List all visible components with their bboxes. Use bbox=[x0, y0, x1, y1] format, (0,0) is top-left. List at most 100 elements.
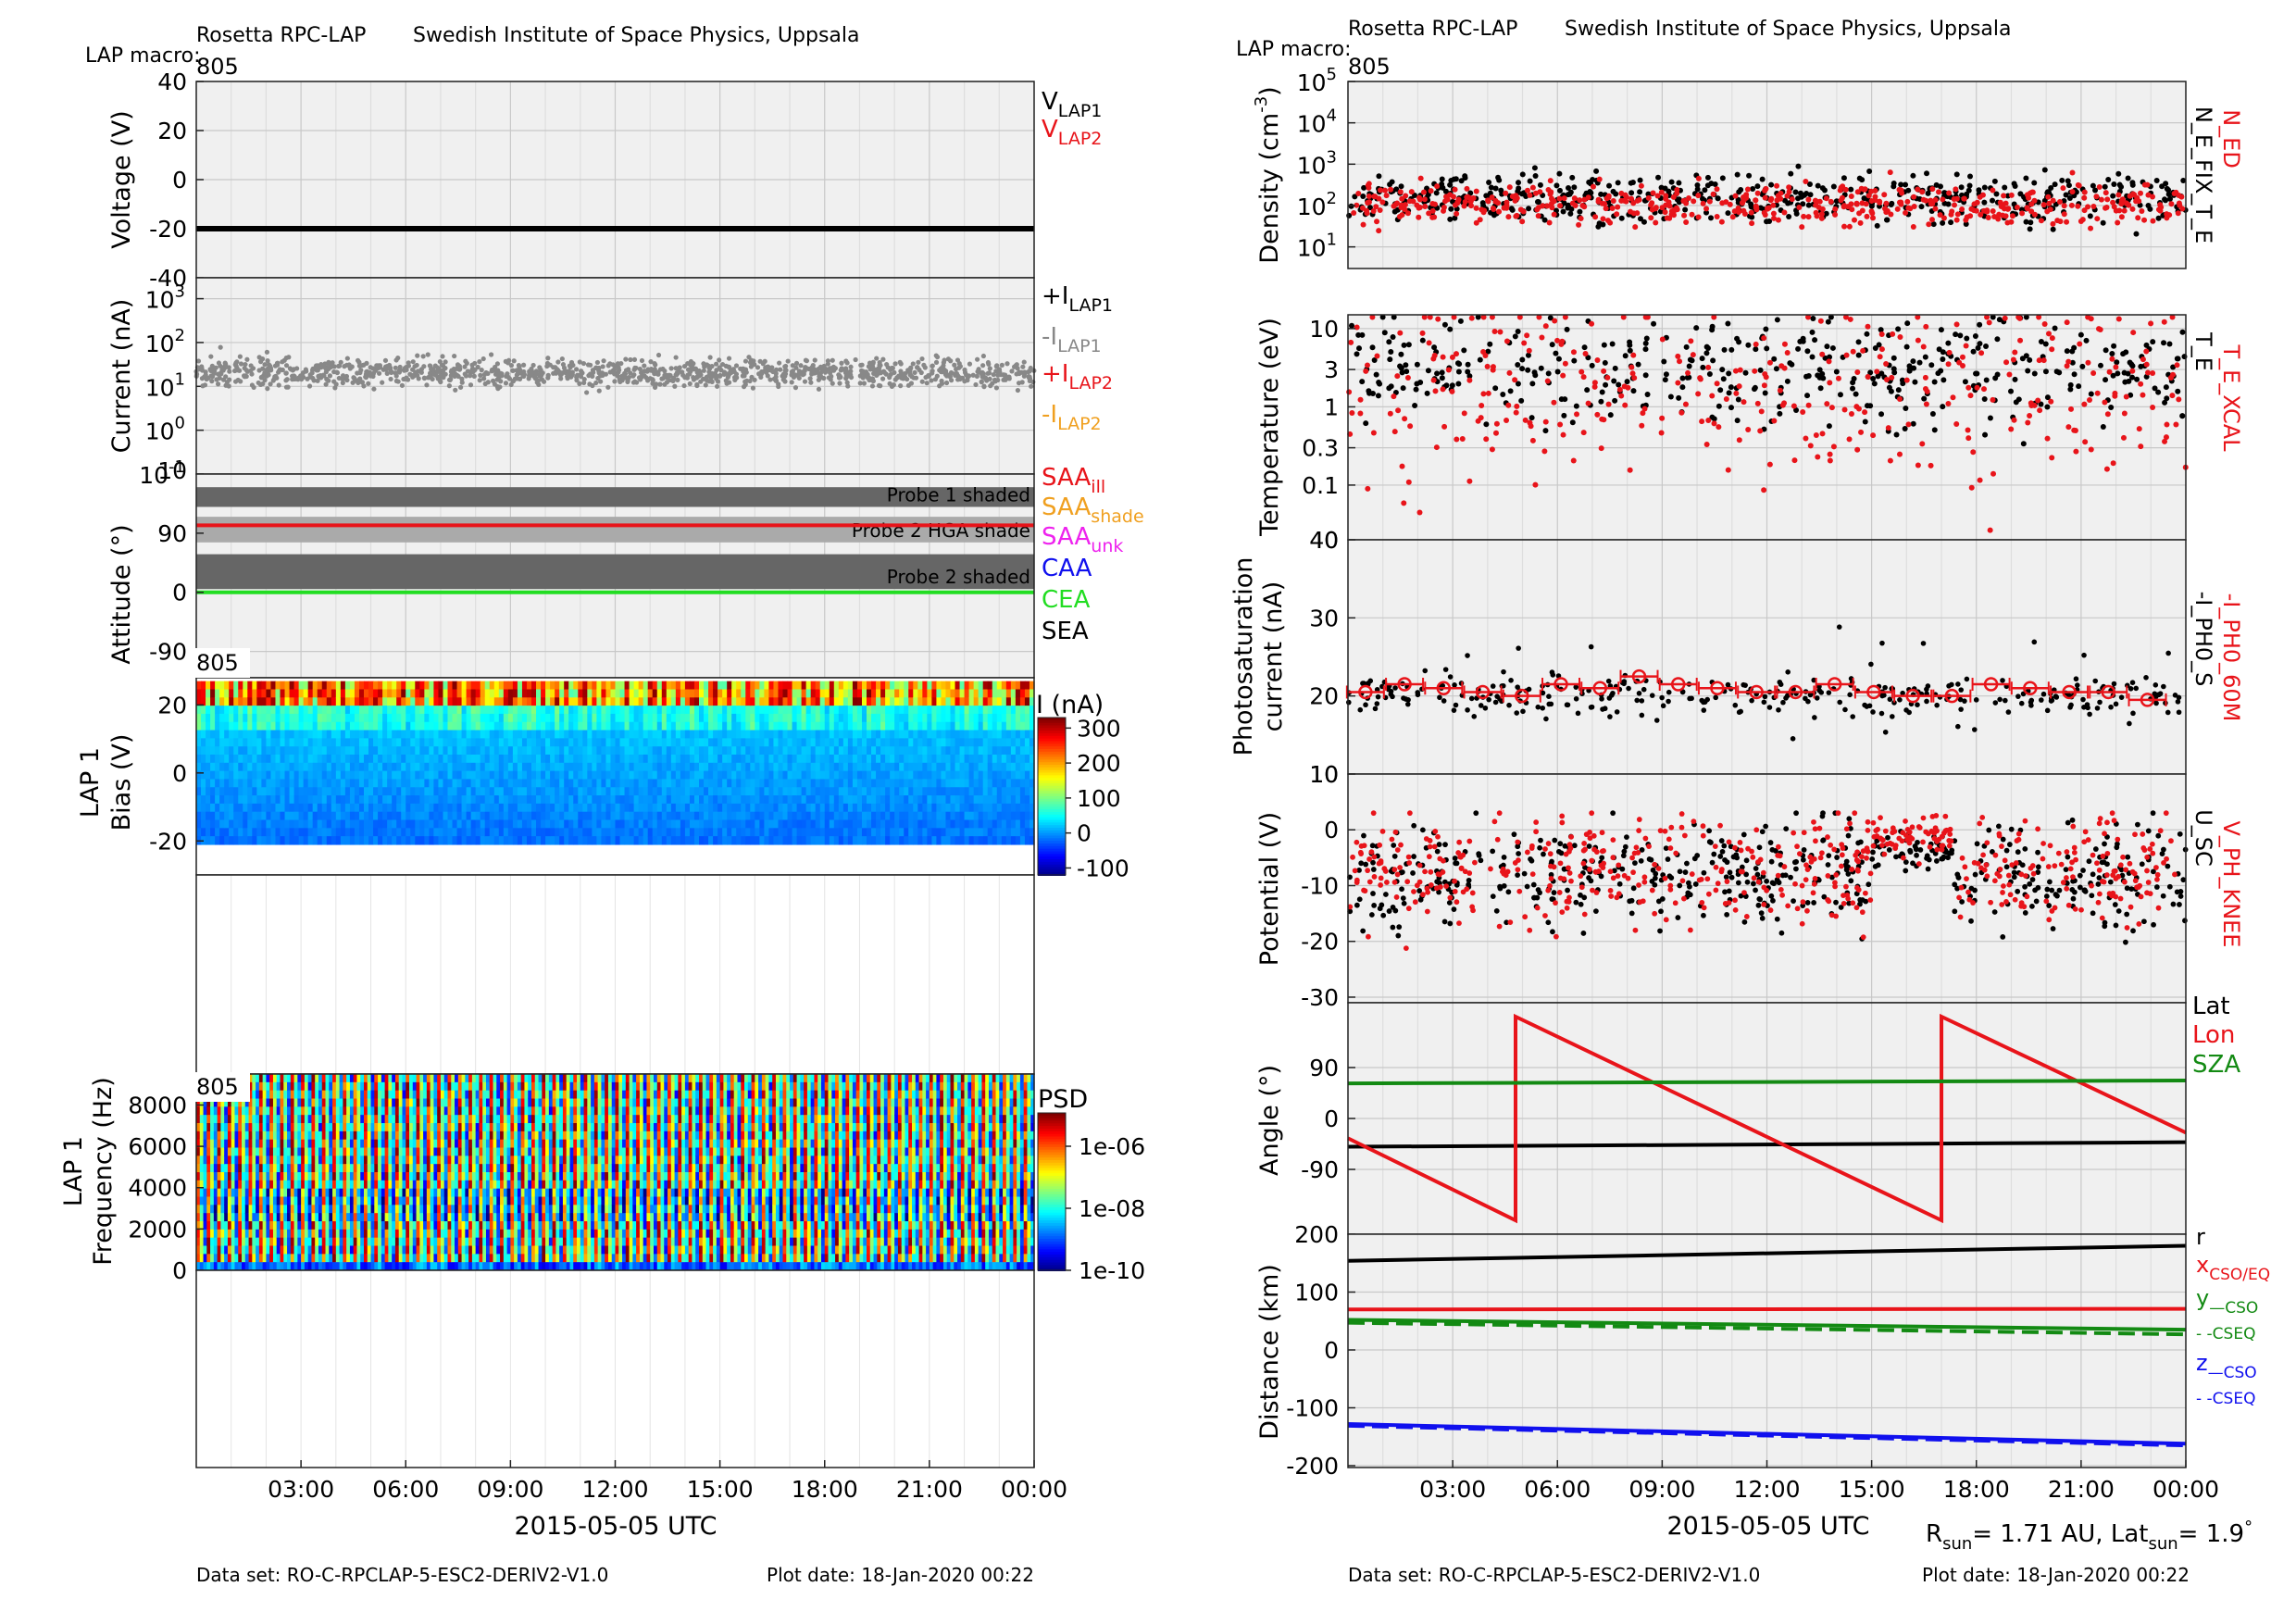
bias-cell bbox=[945, 836, 952, 845]
bias-cell bbox=[718, 746, 723, 756]
current-point bbox=[827, 370, 833, 376]
bias-cell bbox=[856, 754, 863, 764]
bias-cell bbox=[750, 738, 755, 747]
current-point bbox=[508, 381, 514, 388]
bias-cell bbox=[568, 762, 574, 772]
bias-cell bbox=[396, 770, 402, 781]
bias-cell bbox=[415, 803, 420, 813]
bias-cell bbox=[280, 721, 286, 731]
bias-cell bbox=[852, 706, 858, 715]
bias-cell bbox=[419, 721, 425, 731]
bias-cell bbox=[833, 811, 840, 821]
bias-cell bbox=[443, 721, 449, 731]
bias-cell bbox=[321, 746, 328, 756]
bias-cell bbox=[219, 787, 225, 796]
bias-cell bbox=[498, 681, 505, 691]
bias-cell bbox=[670, 836, 677, 845]
bias-cell bbox=[913, 706, 918, 715]
bias-cell bbox=[838, 770, 844, 781]
bias-cell bbox=[303, 770, 309, 781]
bias-cell bbox=[219, 697, 225, 706]
bias-cell bbox=[941, 730, 947, 739]
bias-cell bbox=[578, 738, 583, 747]
current-point bbox=[642, 369, 647, 374]
bias-cell bbox=[507, 754, 514, 764]
current-point bbox=[366, 381, 371, 386]
current-point bbox=[389, 369, 394, 375]
bias-cell bbox=[475, 779, 481, 788]
bias-cell bbox=[392, 770, 397, 781]
bias-cell bbox=[656, 803, 663, 813]
bias-cell bbox=[406, 803, 411, 813]
bias-cell bbox=[266, 754, 272, 764]
colorbar-cell bbox=[1038, 746, 1066, 750]
bias-cell bbox=[238, 795, 243, 805]
bias-cell bbox=[987, 811, 993, 821]
bias-cell bbox=[1010, 681, 1017, 691]
bias-cell bbox=[867, 762, 872, 772]
bias-cell bbox=[656, 787, 663, 796]
current-point bbox=[814, 369, 820, 375]
bias-cell bbox=[480, 738, 486, 747]
bias-cell bbox=[722, 738, 728, 747]
current-point bbox=[283, 384, 290, 390]
bias-cell bbox=[387, 819, 393, 829]
bias-cell bbox=[652, 697, 658, 706]
current-point bbox=[785, 358, 791, 364]
bias-cell bbox=[349, 681, 356, 691]
bias-cell bbox=[461, 779, 468, 788]
bias-cell bbox=[987, 689, 993, 698]
bias-cell bbox=[996, 811, 1003, 821]
bias-cell bbox=[913, 836, 918, 845]
bias-cell bbox=[410, 730, 416, 739]
bias-cell bbox=[521, 738, 528, 747]
bias-cell bbox=[880, 746, 886, 756]
bias-cell bbox=[582, 819, 588, 829]
bias-cell bbox=[629, 819, 635, 829]
bias-cell bbox=[340, 795, 346, 805]
bias-cell bbox=[592, 795, 597, 805]
bias-cell bbox=[480, 779, 486, 788]
bias-cell bbox=[489, 787, 495, 796]
bias-cell bbox=[531, 779, 537, 788]
bias-cell bbox=[392, 746, 397, 756]
bias-cell bbox=[289, 746, 295, 756]
bias-cell bbox=[568, 706, 574, 715]
bias-cell bbox=[856, 762, 863, 772]
current-point bbox=[691, 375, 696, 381]
bias-cell bbox=[736, 795, 742, 805]
bias-cell bbox=[852, 819, 858, 829]
current-point bbox=[848, 364, 854, 369]
bias-cell bbox=[512, 770, 518, 781]
bias-cell bbox=[433, 713, 440, 723]
bias-cell bbox=[470, 819, 477, 829]
current-point bbox=[789, 372, 794, 378]
bias-cell bbox=[801, 811, 807, 821]
bias-cell bbox=[275, 795, 281, 805]
left-header-title: Rosetta RPC-LAP bbox=[196, 24, 366, 47]
bias-cell bbox=[819, 779, 826, 788]
bias-cell bbox=[201, 787, 206, 796]
bias-cell bbox=[582, 779, 588, 788]
bias-cell bbox=[578, 811, 583, 821]
bias-cell bbox=[419, 746, 425, 756]
bias-cell bbox=[922, 819, 928, 829]
bias-cell bbox=[573, 738, 579, 747]
bias-cell bbox=[1024, 754, 1030, 764]
bias-cell bbox=[364, 706, 369, 715]
current-point bbox=[361, 362, 367, 368]
bias-cell bbox=[526, 730, 532, 739]
bias-cell bbox=[713, 738, 718, 747]
bias-cell bbox=[210, 803, 216, 813]
bias-cell bbox=[704, 803, 709, 813]
bias-cell bbox=[759, 836, 765, 845]
bias-cell bbox=[871, 803, 877, 813]
bias-cell bbox=[456, 762, 463, 772]
bias-cell bbox=[847, 803, 854, 813]
bias-cell bbox=[647, 770, 654, 781]
current-point bbox=[750, 385, 756, 391]
bias-cell bbox=[550, 721, 555, 731]
bias-cell bbox=[592, 811, 597, 821]
bias-cell bbox=[587, 787, 593, 796]
bias-cell bbox=[805, 811, 812, 821]
